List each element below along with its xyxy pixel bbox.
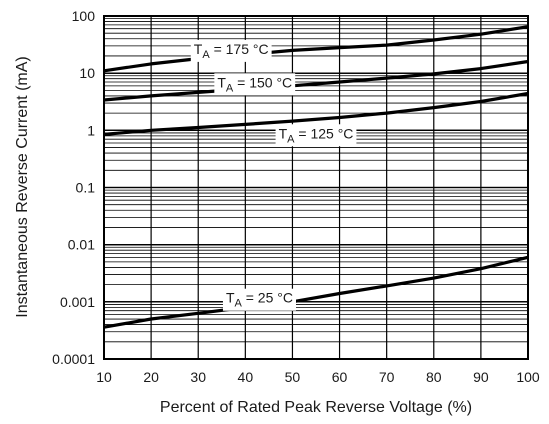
y-tick-label: 0.1	[76, 180, 96, 196]
series-label-subscript: A	[235, 298, 243, 310]
series-line	[103, 255, 529, 329]
y-tick-label: 0.01	[68, 237, 95, 253]
series-label-background	[214, 73, 296, 96]
series-line	[103, 25, 529, 73]
x-axis-title: Percent of Rated Peak Reverse Voltage (%…	[160, 399, 472, 416]
series-label-rest: = 125 °C	[294, 125, 353, 141]
series-label-text: TA = 150 °C	[217, 74, 292, 94]
series-line	[103, 59, 529, 102]
series-label: TA = 125 °C	[275, 124, 357, 147]
x-tick-label: 10	[96, 369, 112, 385]
series-labels: TA = 175 °CTA = 150 °CTA = 125 °CTA = 25…	[190, 39, 357, 311]
series-label-main: T	[217, 74, 226, 90]
plot-frame	[103, 15, 529, 360]
y-tick-label: 10	[79, 65, 95, 81]
series-label-rest: = 175 °C	[210, 41, 269, 57]
series-line	[103, 91, 529, 136]
series-label-background	[275, 124, 357, 147]
series-label-main: T	[279, 125, 288, 141]
y-tick-label: 100	[72, 8, 96, 24]
series-lines	[103, 25, 529, 329]
y-tick-label: 1	[87, 122, 95, 138]
series-label-text: TA = 25 °C	[226, 290, 293, 310]
series-label-rest: = 25 °C	[242, 290, 293, 306]
x-tick-label: 20	[143, 369, 159, 385]
series-label-subscript: A	[287, 133, 295, 145]
x-tick-label: 50	[285, 369, 301, 385]
series-label: TA = 150 °C	[214, 73, 296, 96]
x-tick-label: 100	[516, 369, 540, 385]
series-label-background	[190, 39, 272, 62]
y-tick-label: 0.001	[60, 294, 95, 310]
series-label-subscript: A	[202, 49, 210, 61]
series-label-main: T	[226, 290, 235, 306]
series-label-rest: = 150 °C	[233, 74, 292, 90]
x-tick-label: 80	[426, 369, 442, 385]
x-tick-label: 40	[238, 369, 254, 385]
series-label-background	[222, 288, 296, 311]
series-label: TA = 25 °C	[222, 288, 296, 311]
x-tick-label: 30	[190, 369, 206, 385]
y-tick-label: 0.0001	[52, 351, 95, 367]
series-label-main: T	[194, 41, 203, 57]
x-tick-label: 60	[332, 369, 348, 385]
series-label-subscript: A	[226, 82, 234, 94]
x-tick-labels: 10 20 30 40 50 60 70 80 90 100	[96, 369, 540, 385]
x-tick-label: 90	[473, 369, 489, 385]
series-label: TA = 175 °C	[190, 39, 272, 62]
x-tick-label: 70	[379, 369, 395, 385]
y-axis-title: Instantaneous Reverse Current (mA)	[14, 56, 31, 317]
series-label-text: TA = 125 °C	[279, 125, 354, 145]
series-label-text: TA = 175 °C	[194, 41, 269, 61]
y-tick-labels: 0.0001 0.001 0.01 0.1 1 10 100	[52, 8, 95, 367]
